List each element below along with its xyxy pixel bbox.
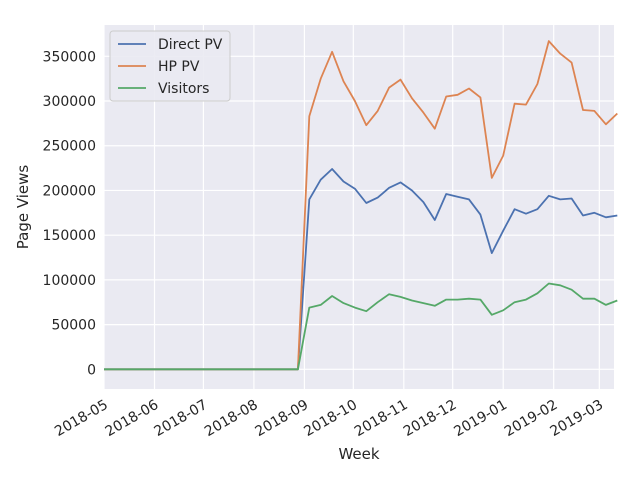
legend-label: HP PV — [158, 59, 200, 75]
x-tick-label: 2018-08 — [202, 397, 261, 440]
x-tick-label: 2019-01 — [451, 397, 510, 440]
x-axis-label: Week — [338, 445, 379, 463]
y-tick-label: 0 — [87, 362, 96, 378]
series-line-visitors — [104, 282, 618, 371]
x-tick-label: 2018-12 — [401, 397, 460, 440]
legend-label: Direct PV — [158, 37, 223, 53]
y-tick-label: 250000 — [43, 139, 96, 155]
y-axis-label: Page Views — [14, 165, 32, 250]
y-tick-label: 200000 — [43, 183, 96, 199]
legend-box — [109, 30, 231, 102]
y-tick-label: 150000 — [43, 228, 96, 244]
x-tick-label: 2018-09 — [253, 397, 312, 440]
x-tick-label: 2018-05 — [52, 397, 111, 440]
y-tick-label: 50000 — [51, 318, 96, 334]
y-tick-label: 100000 — [43, 273, 96, 289]
x-tick-label: 2018-11 — [352, 397, 411, 440]
legend: Direct PV HP PV Visitors — [109, 30, 231, 102]
x-tick-label: 2018-06 — [103, 397, 162, 440]
series-lines — [104, 40, 618, 371]
y-tick-labels: 0 50000 100000 150000 200000 250000 300000 3500… — [43, 49, 96, 378]
y-tick-label: 350000 — [43, 49, 96, 65]
x-tick-label: 2019-03 — [547, 397, 606, 440]
x-tick-label: 2018-10 — [301, 397, 360, 440]
legend-label: Visitors — [158, 81, 209, 97]
x-tick-label: 2018-07 — [152, 397, 211, 440]
y-tick-label: 300000 — [43, 94, 96, 110]
x-tick-labels: 2018-052018-062018-072018-082018-092018-… — [52, 397, 606, 440]
